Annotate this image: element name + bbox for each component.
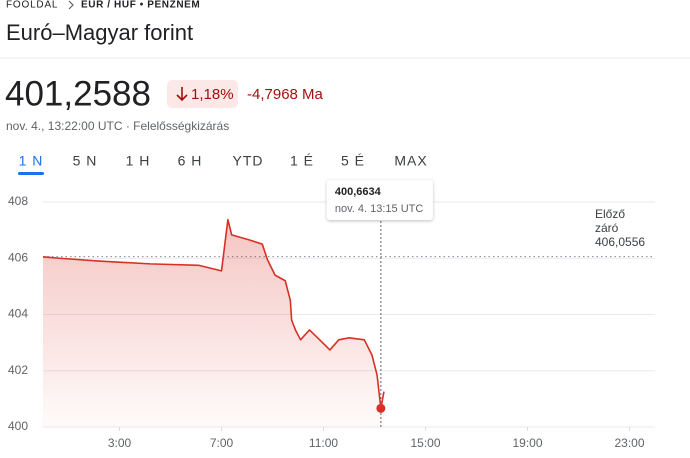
tab[interactable]: 1 H	[126, 153, 151, 169]
tab[interactable]: 6 H	[178, 153, 203, 169]
x-tick-label: 23:00	[614, 436, 644, 450]
y-tick-label: 402	[8, 363, 28, 377]
hover-point	[376, 403, 386, 413]
page-title: Euró–Magyar forint	[6, 20, 193, 45]
y-tick-label: 400	[8, 419, 28, 433]
y-tick-label: 408	[8, 194, 28, 208]
y-tick-label: 404	[8, 307, 28, 321]
tab-underline	[18, 172, 44, 175]
price-line	[42, 218, 385, 410]
x-tick-label: 15:00	[410, 436, 440, 450]
price: 401,2588	[5, 74, 151, 113]
x-tick-label: 3:00	[108, 436, 132, 450]
previous-close-label: Előző	[595, 207, 625, 221]
x-tick-label: 19:00	[512, 436, 542, 450]
x-tick-label: 11:00	[309, 436, 338, 450]
tooltip-value: 400,6634	[335, 186, 382, 198]
tab[interactable]: 1 É	[290, 153, 314, 169]
change-percent: 1,18%	[191, 86, 234, 103]
timestamp: nov. 4., 13:22:00 UTC · Felelősségkizárá…	[6, 119, 229, 133]
tab[interactable]: 1 N	[19, 153, 44, 169]
previous-close-label: záró	[595, 221, 619, 235]
tab[interactable]: 5 N	[73, 153, 98, 169]
tab[interactable]: YTD	[233, 153, 264, 169]
breadcrumb-home[interactable]: FŐOLDAL	[6, 0, 58, 11]
tab[interactable]: 5 É	[341, 153, 365, 169]
x-tick-label: 7:00	[210, 436, 234, 450]
down-arrow	[176, 87, 188, 102]
tab[interactable]: MAX	[394, 153, 427, 169]
change-badge	[167, 80, 238, 108]
breadcrumb-chevron	[68, 0, 74, 10]
chart: 400 402 404 406 408 3:00 7:00 11:00 15:00 19:00 23…	[8, 180, 655, 450]
tooltip-time: nov. 4. 13:15 UTC	[335, 203, 424, 215]
area-fill	[43, 219, 384, 427]
y-tick-label: 406	[8, 250, 28, 264]
tooltip-box	[326, 180, 433, 220]
previous-close-value: 406,0556	[595, 235, 645, 249]
tabs: 1 N 5 N 1 H 6 H YTD 1 É 5 É MAX	[18, 153, 427, 175]
breadcrumb-current: EUR / HUF • PÉNZNEM	[81, 0, 200, 11]
change-absolute: -4,7968 Ma	[247, 86, 324, 103]
